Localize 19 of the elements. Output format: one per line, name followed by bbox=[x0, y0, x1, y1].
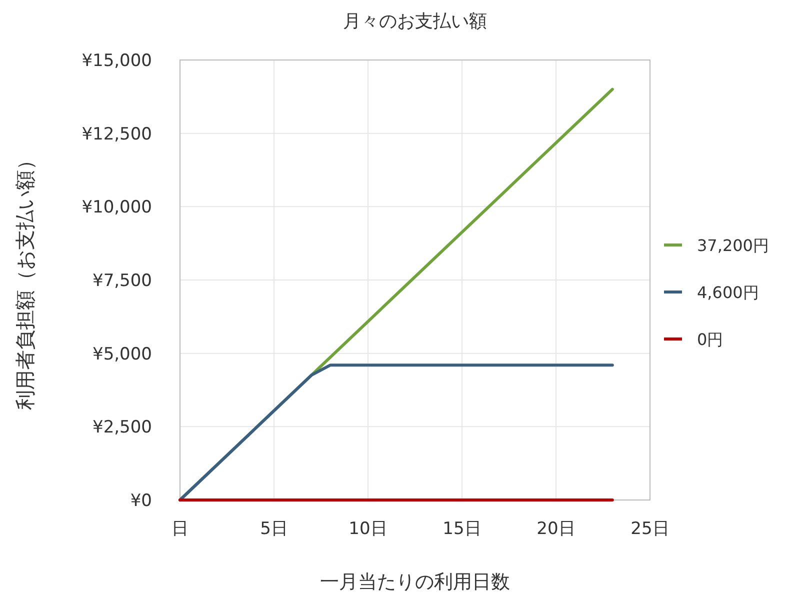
x-tick-label: 10日 bbox=[348, 519, 388, 539]
x-tick-label: 15日 bbox=[442, 519, 482, 539]
legend-label: 37,200円 bbox=[697, 236, 769, 255]
x-tick-label: 5日 bbox=[260, 519, 288, 539]
y-axis-title: 利用者負担額（お支払い額） bbox=[13, 150, 37, 410]
x-tick-label: 25日 bbox=[630, 519, 670, 539]
y-tick-label: ¥5,000 bbox=[92, 344, 152, 364]
x-tick-label: 日 bbox=[172, 519, 188, 539]
legend-label: 0円 bbox=[697, 330, 724, 349]
x-tick-label: 20日 bbox=[536, 519, 576, 539]
y-tick-label: ¥7,500 bbox=[92, 271, 152, 291]
y-tick-label: ¥15,000 bbox=[82, 51, 152, 71]
legend-label: 4,600円 bbox=[697, 283, 759, 302]
chart-title: 月々のお支払い額 bbox=[343, 11, 487, 32]
y-tick-label: ¥2,500 bbox=[92, 418, 152, 438]
x-axis-title: 一月当たりの利用日数 bbox=[320, 571, 510, 593]
y-tick-label: ¥10,000 bbox=[82, 198, 152, 218]
y-tick-label: ¥12,500 bbox=[82, 124, 152, 144]
y-tick-label: ¥0 bbox=[130, 491, 152, 511]
